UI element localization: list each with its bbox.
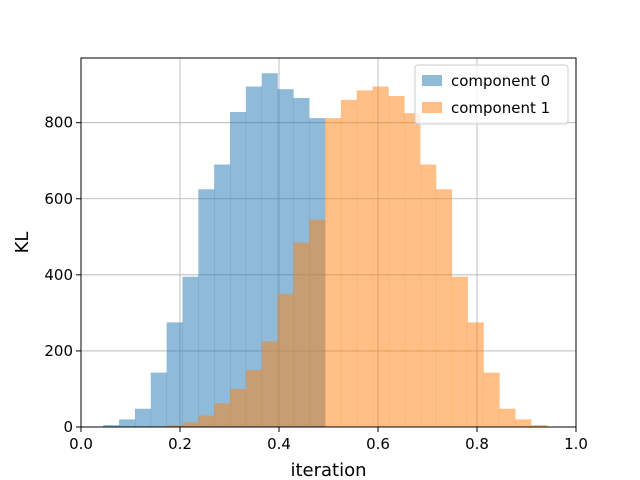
histogram-bar	[214, 164, 231, 428]
histogram-bar	[451, 276, 468, 427]
histogram-bar	[166, 425, 183, 427]
histogram-bar	[356, 90, 373, 427]
histogram-bar	[119, 419, 136, 427]
axes-frame	[80, 57, 577, 428]
histogram-bar	[277, 293, 294, 427]
histogram-bar	[198, 189, 215, 427]
histogram-bar	[309, 219, 326, 427]
histogram-bars	[103, 73, 548, 428]
y-tick-label: 200	[44, 342, 73, 360]
y-axis-label: KL	[12, 232, 33, 254]
histogram-bar	[372, 86, 389, 427]
histogram-bar	[261, 73, 278, 427]
histogram-bar	[435, 189, 453, 427]
x-tick-label: 0.6	[366, 435, 390, 453]
histogram-bar	[515, 419, 532, 427]
histogram-bar	[293, 242, 310, 427]
y-tick-label: 800	[44, 114, 73, 132]
histogram-bar	[198, 415, 215, 427]
x-tick-label: 0.4	[267, 435, 291, 453]
histogram-bar	[134, 408, 152, 427]
histogram-bar	[325, 118, 342, 427]
histogram-bar	[483, 372, 500, 427]
legend: component 0 component 1	[414, 64, 569, 125]
legend-box	[414, 64, 569, 125]
histogram-bar	[229, 388, 247, 427]
histogram-bar	[182, 276, 199, 427]
histogram-bar	[214, 403, 231, 427]
histogram-bar	[261, 341, 278, 427]
legend-label: component 0	[451, 72, 550, 90]
series-1	[166, 86, 548, 428]
y-tick-label: 600	[44, 190, 73, 208]
x-tick-label: 0.0	[69, 435, 93, 453]
histogram-bar	[499, 408, 516, 427]
ticks: 0.0 0.2 0.4 0.6 0.8 1.0 0 200 400 600 800	[44, 114, 588, 453]
histogram-bar	[150, 372, 167, 427]
histogram-bar	[182, 422, 199, 427]
legend-label: component 1	[451, 99, 550, 117]
histogram-bar	[245, 369, 262, 427]
histogram-bar	[166, 322, 183, 427]
histogram-bar	[404, 113, 421, 427]
histogram-bar	[467, 322, 484, 427]
legend-swatch	[422, 75, 442, 86]
x-tick-label: 0.2	[168, 435, 192, 453]
histogram-bar	[245, 86, 262, 427]
y-tick-label: 0	[63, 418, 73, 436]
histogram-bar	[530, 425, 548, 427]
legend-swatch	[422, 102, 442, 113]
y-tick-label: 400	[44, 266, 73, 284]
histogram-bar	[229, 112, 247, 427]
histogram-bar	[388, 96, 405, 428]
x-tick-label: 1.0	[564, 435, 588, 453]
x-tick-label: 0.8	[465, 435, 489, 453]
x-axis-label: iteration	[290, 460, 366, 480]
histogram-bar	[340, 99, 358, 427]
histogram-bar	[103, 425, 120, 427]
histogram-bar	[420, 164, 437, 428]
